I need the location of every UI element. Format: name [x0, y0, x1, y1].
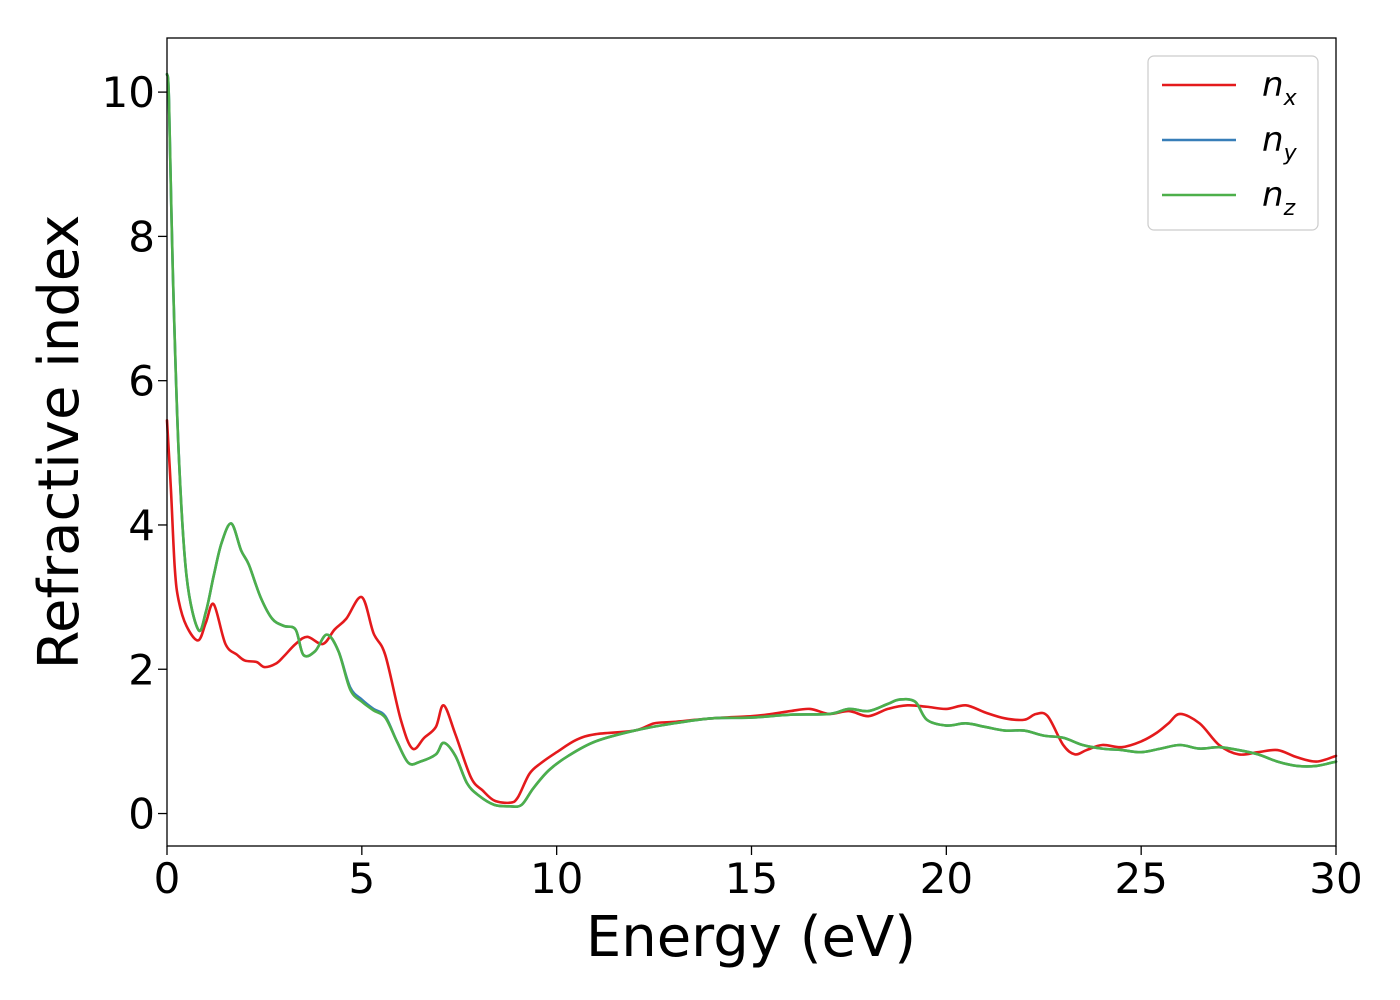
- legend-label-n-y: ny: [1262, 120, 1298, 166]
- legend-label-n-z: nz: [1262, 175, 1296, 221]
- y-axis-label: Refractive index: [27, 215, 92, 670]
- x-tick-label: 20: [920, 854, 973, 903]
- legend-label-main: n: [1262, 120, 1284, 160]
- y-tick-label: 0: [128, 790, 155, 839]
- x-tick-label: 10: [530, 854, 583, 903]
- x-axis-label: Energy (eV): [586, 905, 916, 970]
- y-tick-label: 6: [128, 357, 155, 406]
- y-tick-label: 2: [128, 645, 155, 694]
- x-tick-label: 25: [1114, 854, 1167, 903]
- legend-label-subscript: y: [1283, 141, 1298, 166]
- y-tick-label: 4: [128, 501, 155, 550]
- series-line-n-x: [165, 419, 1338, 805]
- legend-label-subscript: z: [1283, 196, 1296, 221]
- x-tick-label: 30: [1309, 854, 1362, 903]
- x-tick-label: 0: [154, 854, 181, 903]
- legend-label-main: n: [1262, 175, 1284, 215]
- legend-box: [1147, 55, 1319, 231]
- x-tick-label: 5: [348, 854, 375, 903]
- x-axis-ticks: 0 5 10 15 20 25 30: [154, 846, 1363, 903]
- series-line-n-z: [165, 72, 1338, 809]
- x-tick-label: 15: [725, 854, 778, 903]
- y-axis-ticks: 0 2 4 6 8 10: [102, 68, 167, 839]
- y-tick-label: 8: [128, 212, 155, 261]
- legend-label-main: n: [1262, 65, 1284, 105]
- y-tick-label: 10: [102, 68, 155, 117]
- legend-label-subscript: x: [1283, 86, 1298, 111]
- series-layer: [165, 72, 1338, 809]
- legend-label-n-x: nx: [1262, 65, 1298, 111]
